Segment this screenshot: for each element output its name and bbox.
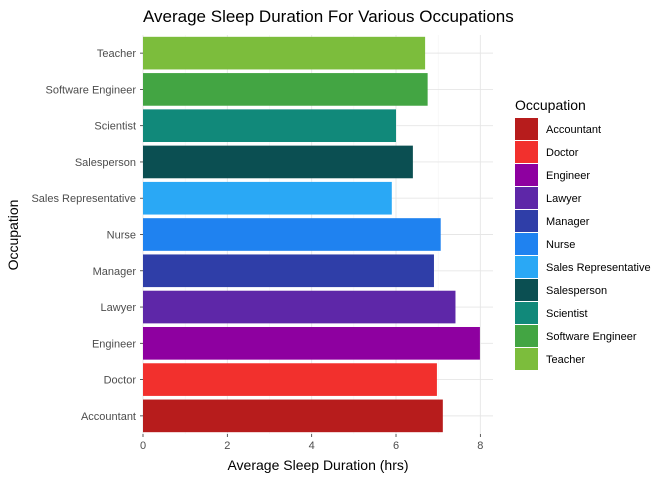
bar-doctor bbox=[143, 363, 437, 396]
y-tick-label: Software Engineer bbox=[46, 84, 137, 96]
y-tick-label: Accountant bbox=[81, 411, 136, 423]
y-axis-ticks: Accountant Doctor Engineer Lawyer Manager Nur… bbox=[31, 48, 143, 423]
y-tick-label: Scientist bbox=[94, 121, 136, 133]
y-tick-label: Doctor bbox=[104, 375, 137, 387]
chart-title: Average Sleep Duration For Various Occup… bbox=[143, 7, 514, 26]
legend-label-salesperson: Salesperson bbox=[546, 285, 607, 297]
bar-salesperson bbox=[143, 145, 413, 179]
y-tick-label: Nurse bbox=[107, 230, 136, 242]
bar-teacher bbox=[143, 36, 426, 70]
y-tick-label: Sales Representative bbox=[31, 193, 136, 205]
legend-swatch-software-engineer bbox=[515, 325, 538, 347]
bar-software-engineer bbox=[143, 73, 428, 106]
bar-sales-representative bbox=[143, 181, 392, 215]
legend-label-software-engineer: Software Engineer bbox=[546, 331, 637, 343]
bar-engineer bbox=[143, 326, 480, 360]
legend-swatch-lawyer bbox=[515, 187, 538, 209]
legend-swatch-accountant bbox=[515, 118, 538, 140]
legend-label-scientist: Scientist bbox=[546, 308, 588, 320]
legend-title: Occupation bbox=[515, 97, 586, 113]
legend-swatch-engineer bbox=[515, 164, 538, 186]
y-tick-label: Manager bbox=[93, 266, 137, 278]
legend-swatch-nurse bbox=[515, 233, 538, 255]
legend-label-doctor: Doctor bbox=[546, 147, 579, 159]
legend-label-manager: Manager bbox=[546, 216, 590, 228]
legend-label-accountant: Accountant bbox=[546, 124, 601, 136]
x-tick-label: 6 bbox=[393, 440, 399, 452]
legend-label-nurse: Nurse bbox=[546, 239, 575, 251]
legend-swatch-salesperson bbox=[515, 279, 538, 301]
legend-swatch-doctor bbox=[515, 141, 538, 163]
x-tick-label: 2 bbox=[224, 440, 230, 452]
legend-swatch-sales-representative bbox=[515, 256, 538, 278]
bar-nurse bbox=[143, 218, 441, 251]
legend-label-teacher: Teacher bbox=[546, 354, 585, 366]
x-axis-ticks: 0 2 4 6 8 bbox=[140, 434, 483, 452]
x-tick-label: 8 bbox=[477, 440, 483, 452]
bar-accountant bbox=[143, 399, 443, 433]
y-tick-label: Lawyer bbox=[101, 302, 137, 314]
x-axis-title: Average Sleep Duration (hrs) bbox=[227, 457, 408, 473]
legend-swatch-manager bbox=[515, 210, 538, 232]
x-tick-label: 0 bbox=[140, 440, 146, 452]
legend-label-engineer: Engineer bbox=[546, 170, 590, 182]
y-tick-label: Teacher bbox=[97, 48, 136, 60]
y-tick-label: Engineer bbox=[92, 338, 136, 350]
legend: Occupation Accountant Doctor Engineer Lawye… bbox=[515, 97, 651, 370]
y-axis-title: Occupation bbox=[5, 200, 21, 271]
legend-swatch-scientist bbox=[515, 302, 538, 324]
bar-scientist bbox=[143, 109, 397, 143]
bar-lawyer bbox=[143, 290, 456, 324]
bar-manager bbox=[143, 254, 434, 288]
legend-label-lawyer: Lawyer bbox=[546, 193, 582, 205]
legend-label-sales-representative: Sales Representative bbox=[546, 262, 651, 274]
x-tick-label: 4 bbox=[309, 440, 315, 452]
y-tick-label: Salesperson bbox=[75, 157, 136, 169]
legend-swatch-teacher bbox=[515, 348, 538, 370]
bars bbox=[143, 36, 480, 433]
